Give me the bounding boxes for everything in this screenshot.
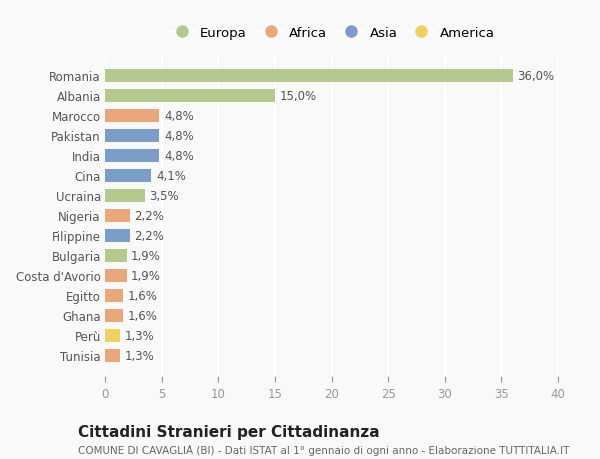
Bar	[105, 189, 145, 202]
Bar	[105, 249, 127, 262]
Text: 1,9%: 1,9%	[131, 269, 161, 282]
Text: 36,0%: 36,0%	[517, 70, 554, 83]
Bar	[105, 309, 123, 322]
Bar	[105, 110, 160, 123]
Bar	[105, 150, 160, 162]
Bar	[105, 129, 160, 142]
Bar	[105, 349, 120, 362]
Text: 2,2%: 2,2%	[134, 209, 164, 222]
Bar	[105, 289, 123, 302]
Bar	[105, 269, 127, 282]
Bar	[105, 209, 130, 222]
Bar	[105, 229, 130, 242]
Text: COMUNE DI CAVAGLIÀ (BI) - Dati ISTAT al 1° gennaio di ogni anno - Elaborazione : COMUNE DI CAVAGLIÀ (BI) - Dati ISTAT al…	[78, 444, 569, 455]
Text: 1,6%: 1,6%	[128, 309, 158, 322]
Text: 4,8%: 4,8%	[164, 150, 194, 162]
Text: 1,9%: 1,9%	[131, 249, 161, 262]
Text: 3,5%: 3,5%	[149, 189, 179, 202]
Bar	[105, 329, 120, 342]
Text: 2,2%: 2,2%	[134, 229, 164, 242]
Bar	[105, 90, 275, 102]
Bar	[105, 70, 513, 83]
Text: 4,8%: 4,8%	[164, 110, 194, 123]
Bar	[105, 169, 151, 182]
Legend: Europa, Africa, Asia, America: Europa, Africa, Asia, America	[164, 23, 499, 44]
Text: Cittadini Stranieri per Cittadinanza: Cittadini Stranieri per Cittadinanza	[78, 425, 380, 440]
Text: 1,3%: 1,3%	[124, 349, 154, 362]
Text: 4,1%: 4,1%	[156, 169, 186, 182]
Text: 15,0%: 15,0%	[280, 90, 317, 103]
Text: 1,3%: 1,3%	[124, 329, 154, 342]
Text: 1,6%: 1,6%	[128, 289, 158, 302]
Text: 4,8%: 4,8%	[164, 129, 194, 142]
